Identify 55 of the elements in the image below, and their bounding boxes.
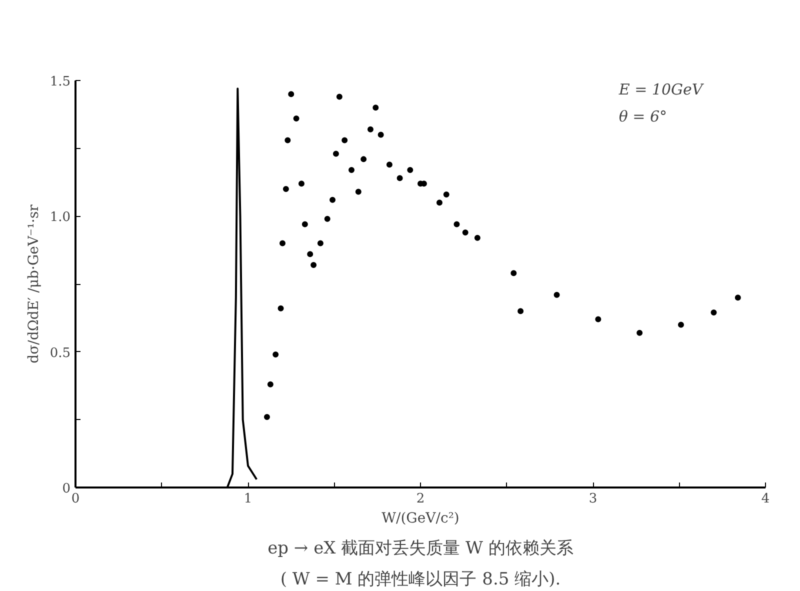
point <box>436 200 442 206</box>
point <box>336 94 342 100</box>
point <box>636 330 643 336</box>
text: ( W = M 的弹性峰以因子 8.5 缩小). <box>280 570 561 590</box>
point <box>678 322 684 328</box>
point <box>284 137 291 144</box>
y-tick-label: 1.5 <box>50 74 71 90</box>
y-axis-title: dσ/dΩdE′ /μb·GeV⁻¹·sr <box>26 204 42 364</box>
point <box>367 126 374 132</box>
point <box>272 352 279 358</box>
annotation: θ = 6° <box>618 108 668 126</box>
point <box>282 186 289 192</box>
point <box>386 162 392 168</box>
point <box>360 156 367 162</box>
point <box>310 262 317 268</box>
point <box>288 91 294 98</box>
point <box>710 309 717 316</box>
y-tick-label: 0.5 <box>50 346 71 361</box>
point <box>554 292 560 298</box>
point <box>396 175 403 182</box>
point <box>378 132 384 138</box>
point <box>307 251 314 258</box>
point <box>278 305 284 312</box>
point <box>332 150 339 157</box>
point <box>443 191 450 198</box>
x-tick-label: 1 <box>244 492 252 506</box>
annotation: E = 10GeV <box>618 80 705 98</box>
y-tick-label: 1.0 <box>50 210 71 226</box>
point <box>264 414 270 420</box>
point <box>293 115 300 122</box>
point <box>734 294 741 301</box>
point <box>474 234 480 241</box>
point <box>280 240 286 246</box>
point <box>324 216 330 222</box>
point <box>407 167 414 174</box>
point <box>372 104 379 111</box>
point <box>510 270 517 276</box>
point <box>595 316 602 322</box>
point <box>317 240 324 246</box>
x-axis-title: W/(GeV/c²) <box>382 510 460 526</box>
y-tick-label: 0 <box>62 482 71 496</box>
point <box>342 137 348 144</box>
point <box>462 229 468 236</box>
text: ep → eX 截面对丢失质量 W 的依赖关系 <box>268 538 574 558</box>
point <box>267 381 274 388</box>
x-tick-label: 2 <box>416 492 425 506</box>
point <box>454 221 460 228</box>
point <box>302 221 308 228</box>
point <box>518 308 524 314</box>
x-tick-label: 3 <box>588 492 598 506</box>
point <box>355 188 362 195</box>
x-tick-label: 4 <box>761 492 770 506</box>
point <box>348 167 354 174</box>
point <box>330 196 336 203</box>
point <box>298 180 304 187</box>
